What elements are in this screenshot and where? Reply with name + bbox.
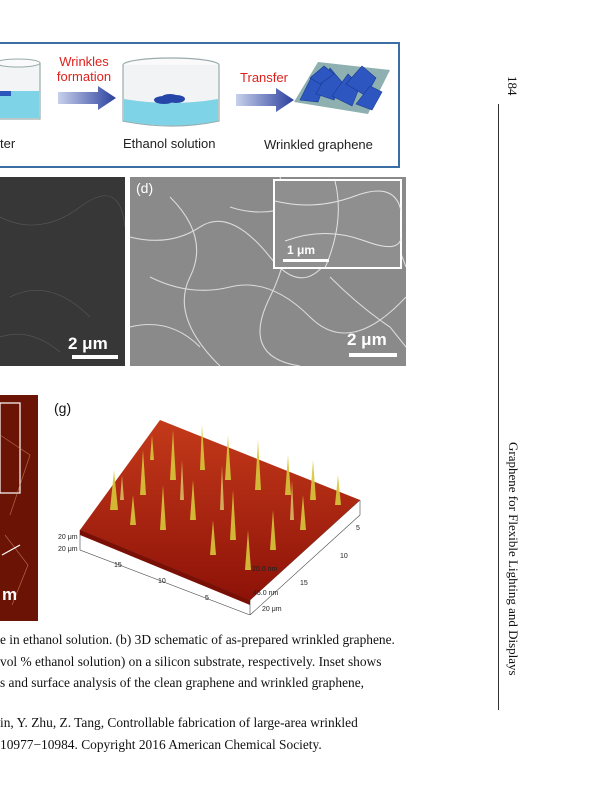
afm-tick-front-5: 5 bbox=[205, 595, 209, 602]
step3-label: Wrinkled graphene bbox=[264, 137, 373, 152]
figure-caption-line-1: e in ethanol solution. (b) 3D schematic … bbox=[0, 632, 395, 647]
afm-tick-front-10: 10 bbox=[158, 578, 166, 585]
scale-bar bbox=[72, 355, 118, 359]
reference-line-2: 10977−10984. Copyright 2016 American Che… bbox=[0, 737, 322, 752]
step2-label: Ethanol solution bbox=[123, 136, 216, 151]
arrow2-label: Transfer bbox=[240, 70, 288, 85]
margin-rule bbox=[498, 104, 499, 710]
running-head: Graphene for Flexible Lighting and Displ… bbox=[506, 442, 521, 676]
beaker-ethanol-image bbox=[122, 57, 220, 127]
page-number: 184 bbox=[505, 76, 520, 96]
afm-tick-left-1: 20 μm bbox=[58, 534, 78, 541]
figure-caption-line-3: s and surface analysis of the clean grap… bbox=[0, 675, 364, 690]
figure-caption-line-2: vol % ethanol solution) on a silicon sub… bbox=[0, 654, 382, 669]
afm-tick-right-10: 10 bbox=[340, 553, 348, 560]
inset-image: 1 μm bbox=[273, 179, 402, 269]
arrow1-label: Wrinkles formation bbox=[56, 54, 112, 84]
wrinkled-graphene-image bbox=[294, 62, 390, 114]
step1-label: ter bbox=[0, 136, 16, 151]
afm-tick-right-5: 5 bbox=[356, 525, 360, 532]
afm-3d-surface-plot bbox=[79, 420, 361, 615]
scale-bar-label: 2 μm bbox=[68, 334, 108, 353]
afm-tick-front-15: 15 bbox=[114, 562, 122, 569]
afm-z-tick-20: 20.0 nm bbox=[252, 566, 278, 573]
beaker-water-image bbox=[0, 58, 41, 120]
afm-tick-left-2: 20 μm bbox=[58, 546, 78, 553]
sem-image-panel-c: 2 μm bbox=[0, 177, 125, 366]
scale-bar-label: 2 μm bbox=[347, 330, 387, 349]
afm-tick-right-20: 20 μm bbox=[262, 606, 282, 613]
sem-image-panel-d: (d) 1 μm 2 μm bbox=[130, 177, 406, 366]
right-arrow-icon bbox=[236, 88, 294, 112]
inset-scale-label: 1 μm bbox=[287, 243, 316, 257]
panel-letter-g: (g) bbox=[54, 400, 72, 416]
scale-bar bbox=[349, 353, 397, 357]
panel-letter-d: (d) bbox=[136, 180, 154, 196]
right-arrow-icon bbox=[58, 86, 116, 110]
scale-bar-label: m bbox=[2, 585, 18, 604]
afm-image-panel-f: m bbox=[0, 395, 38, 621]
afm-tick-right-15: 15 bbox=[300, 580, 308, 587]
afm-z-tick-45: 45.0 nm bbox=[253, 590, 279, 597]
inset-scale-bar bbox=[283, 259, 329, 262]
reference-line-1: in, Y. Zhu, Z. Tang, Controllable fabric… bbox=[0, 715, 358, 730]
